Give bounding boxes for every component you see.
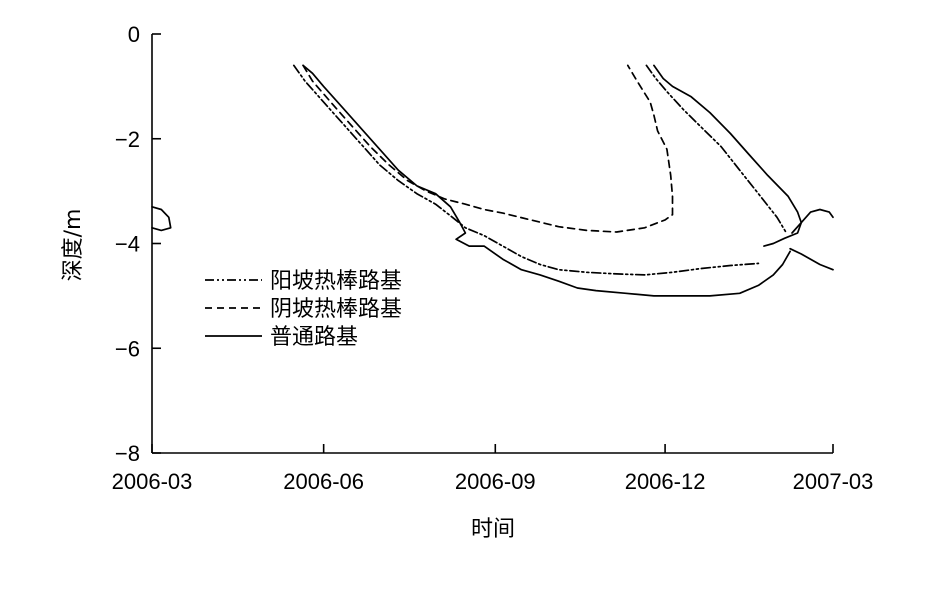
y-tick-label: −8 — [115, 441, 140, 466]
series-line — [292, 64, 760, 276]
series-line — [791, 208, 834, 234]
series-1 — [292, 64, 788, 276]
x-tick-label: 2007-03 — [793, 469, 874, 494]
y-tick-label: −2 — [115, 127, 140, 152]
series-line — [151, 205, 172, 232]
series-layer — [151, 64, 834, 297]
x-tick-label: 2006-06 — [283, 469, 364, 494]
series-line — [302, 64, 674, 233]
y-tick-label: −6 — [115, 336, 140, 361]
series-2 — [302, 64, 674, 233]
y-tick-label: 0 — [128, 22, 140, 47]
x-tick-label: 2006-12 — [625, 469, 706, 494]
legend-label: 阳坡热棒路基 — [270, 269, 402, 294]
x-tick-label: 2006-09 — [455, 469, 536, 494]
series-3 — [151, 64, 834, 297]
x-tick-label: 2006-03 — [112, 469, 193, 494]
series-line — [653, 64, 803, 247]
y-axis-title: 深度/m — [61, 209, 86, 282]
axes: 0 −2 −4 −6 −8 2006-03 2006-06 2006-09 2006-12 200… — [112, 22, 874, 494]
series-line — [789, 247, 834, 271]
y-tick-label: −4 — [115, 232, 140, 257]
legend-label: 普通路基 — [270, 325, 358, 350]
series-line — [302, 64, 791, 297]
legend-label: 阴坡热棒路基 — [270, 297, 402, 322]
x-axis-title: 时间 — [471, 517, 515, 542]
series-line — [645, 64, 788, 234]
